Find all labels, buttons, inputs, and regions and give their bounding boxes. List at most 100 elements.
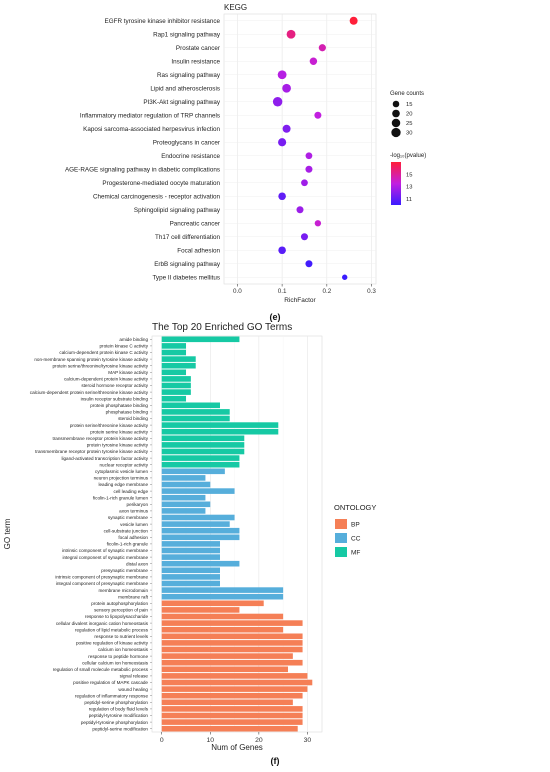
go-bar — [161, 415, 230, 422]
go-bar — [161, 349, 186, 356]
gene-count-legend-dot — [391, 118, 401, 128]
go-x-axis-label: Num of Genes — [211, 743, 263, 752]
pvalue-colorbar-tick-label: 15 — [406, 172, 412, 178]
go-bar — [161, 613, 284, 620]
kegg-dot — [282, 83, 291, 93]
go-bar — [161, 541, 220, 547]
go-bar — [161, 673, 308, 679]
go-bar — [161, 369, 186, 376]
go-term-label: calcium ion homeostasis — [98, 647, 149, 652]
gene-count-legend-label: 25 — [406, 121, 412, 127]
go-term-label: sensory perception of pain — [94, 608, 148, 613]
go-bar — [161, 527, 240, 534]
go-term-label: MAP kinase activity — [108, 370, 148, 375]
go-term-label: insulin receptor substrate binding — [81, 396, 149, 401]
kegg-dot — [278, 246, 286, 255]
gene-count-legend-dot — [392, 109, 400, 118]
go-bar — [161, 508, 206, 514]
go-term-label: ficolin-1-rich granule — [107, 542, 149, 547]
kegg-category-label: PI3K-Akt signaling pathway — [143, 99, 221, 106]
go-term-label: protein serine/threonine/tyrosine kinase… — [53, 363, 149, 368]
go-plot-panel — [151, 335, 323, 733]
go-bar — [161, 659, 303, 666]
go-bar — [161, 725, 298, 732]
go-term-label: integral component of presynaptic membra… — [56, 581, 149, 586]
go-bar — [161, 422, 279, 428]
go-title: The Top 20 Enriched GO Terms — [152, 322, 292, 333]
kegg-category-label: Progesterone-mediated oocyte maturation — [102, 180, 220, 187]
ontology-legend-title: ONTOLOGY — [334, 503, 376, 512]
go-bar — [161, 574, 220, 580]
go-bar — [161, 376, 191, 382]
kegg-title: KEGG — [224, 3, 247, 12]
kegg-dot — [314, 220, 322, 227]
go-bar — [161, 560, 240, 567]
go-term-label: response to peptide hormone — [88, 654, 148, 659]
go-term-label: focal adhesion — [118, 535, 148, 540]
go-term-label: peptidyl-serine modification — [92, 726, 148, 731]
go-bar — [161, 514, 235, 521]
go-term-label: cell-substrate junction — [104, 528, 149, 533]
go-term-label: cellular divalent inorganic cation homeo… — [56, 621, 149, 626]
kegg-dot — [305, 165, 313, 173]
go-term-label: calcium-dependent protein serine/threoni… — [30, 390, 149, 395]
go-term-label: transmembrane receptor protein kinase ac… — [53, 436, 149, 441]
go-term-label: wound healing — [118, 687, 148, 692]
kegg-category-label: Proteoglycans in cancer — [153, 140, 220, 147]
gene-count-legend-label: 30 — [406, 131, 412, 137]
go-term-label: amide binding — [119, 337, 148, 342]
go-term-label: intrinsic component of presynaptic membr… — [55, 575, 148, 580]
kegg-dot — [278, 138, 287, 147]
panel-label-e: (e) — [270, 312, 281, 322]
go-term-label: regulation of lipid metabolic process — [75, 627, 149, 632]
kegg-dot — [342, 274, 348, 280]
kegg-category-label: Lipid and atherosclerosis — [150, 86, 220, 93]
kegg-dot — [301, 179, 308, 187]
go-bar — [161, 435, 245, 442]
kegg-x-tick-label: 0.1 — [278, 288, 287, 295]
go-term-label: steroid binding — [118, 416, 148, 421]
go-bar — [161, 481, 211, 488]
go-bar — [161, 646, 303, 653]
ontology-legend-swatch — [335, 547, 347, 557]
ontology-legend-swatch — [335, 519, 347, 529]
ontology-legend-swatch — [335, 533, 347, 543]
kegg-category-label: Pancreatic cancer — [170, 221, 220, 228]
go-term-label: positive regulation of kinase activity — [76, 641, 149, 646]
go-bar — [161, 554, 220, 560]
go-bar — [161, 633, 303, 640]
kegg-dot — [286, 29, 296, 39]
go-bar — [161, 692, 303, 699]
kegg-category-label: AGE-RAGE signaling pathway in diabetic c… — [65, 167, 220, 174]
go-bar — [161, 706, 303, 712]
kegg-dot — [305, 260, 313, 268]
go-bar — [161, 448, 245, 455]
ontology-legend-label: BP — [351, 522, 360, 529]
go-bar — [161, 547, 220, 554]
kegg-category-label: Ras signaling pathway — [157, 72, 221, 79]
go-bar — [161, 679, 313, 686]
go-bar — [161, 402, 220, 409]
go-bar — [161, 653, 293, 659]
kegg-dot — [305, 152, 313, 160]
pvalue-legend-title: -log₁₀(pvalue) — [390, 153, 426, 159]
ontology-legend-label: MF — [351, 550, 360, 557]
go-bar — [161, 600, 264, 607]
go-bar — [161, 395, 186, 402]
kegg-x-tick-label: 0.3 — [367, 288, 376, 295]
go-term-label: protein autophosphorylation — [91, 601, 148, 606]
go-bar — [161, 587, 284, 593]
go-bar — [161, 409, 230, 415]
go-term-label: regulation of inflammatory response — [75, 693, 148, 698]
go-term-label: distal axon — [126, 561, 148, 566]
go-term-label: ligand-activated transcription factor ac… — [61, 456, 148, 461]
kegg-category-label: Endocrine resistance — [161, 153, 220, 160]
go-term-label: leading edge membrane — [98, 482, 148, 487]
go-term-label: peptidyl-tyrosine phosphorylation — [81, 720, 149, 725]
kegg-plot-panel — [223, 13, 377, 285]
go-term-label: nuclear receptor activity — [99, 462, 148, 467]
pvalue-colorbar-tick-label: 13 — [406, 185, 412, 191]
go-term-label: intrinsic component of synaptic membrane — [62, 548, 148, 553]
go-bar — [161, 501, 211, 508]
go-term-label: transmembrane receptor protein tyrosine … — [35, 449, 149, 454]
